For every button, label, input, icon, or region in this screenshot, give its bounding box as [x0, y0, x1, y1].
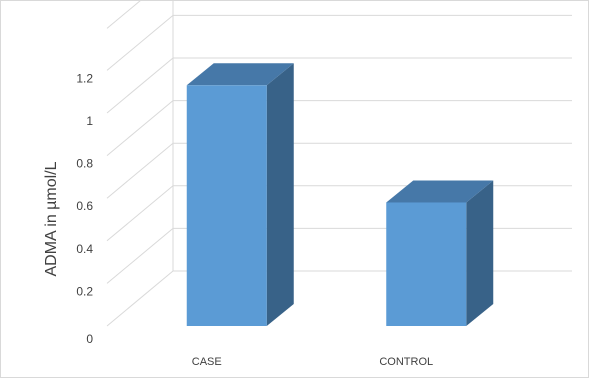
bar-control — [386, 180, 494, 326]
gridline-diagonal — [106, 142, 174, 199]
bar-case — [186, 63, 294, 327]
bar-top-face — [186, 63, 294, 86]
bar-side-face — [466, 180, 494, 326]
gridline-diagonal — [106, 228, 174, 284]
gridline-diagonal — [106, 57, 174, 114]
gridline-diagonal — [106, 185, 174, 242]
y-tick-label: 0.8 — [76, 157, 93, 171]
bar-top-face — [386, 180, 494, 203]
y-axis-ticks: 0 0.2 0.4 0.6 0.8 1 1.2 — [76, 71, 93, 346]
gridlines — [106, 1, 572, 327]
gridline-diagonal — [106, 1, 141, 29]
y-tick-label: 1.2 — [76, 71, 93, 85]
bar-front-face — [386, 202, 467, 326]
bar-front-face — [186, 85, 267, 326]
y-tick-label: 0.2 — [76, 284, 93, 298]
gridline-diagonal — [106, 270, 174, 327]
y-tick-label: 0.4 — [76, 242, 93, 256]
y-axis-label: ADMA in µmol/L — [43, 161, 60, 276]
bar-side-face — [266, 63, 294, 327]
y-tick-label: 1 — [86, 114, 93, 128]
bars — [186, 63, 494, 327]
gridline-diagonal — [106, 15, 174, 71]
x-tick-label: CONTROL — [379, 356, 433, 368]
x-tick-label: CASE — [192, 356, 222, 368]
y-tick-label: 0 — [86, 332, 93, 346]
y-tick-label: 0.6 — [76, 199, 93, 213]
x-axis-ticks: CASE CONTROL — [192, 356, 433, 368]
gridline-diagonal — [106, 100, 174, 156]
